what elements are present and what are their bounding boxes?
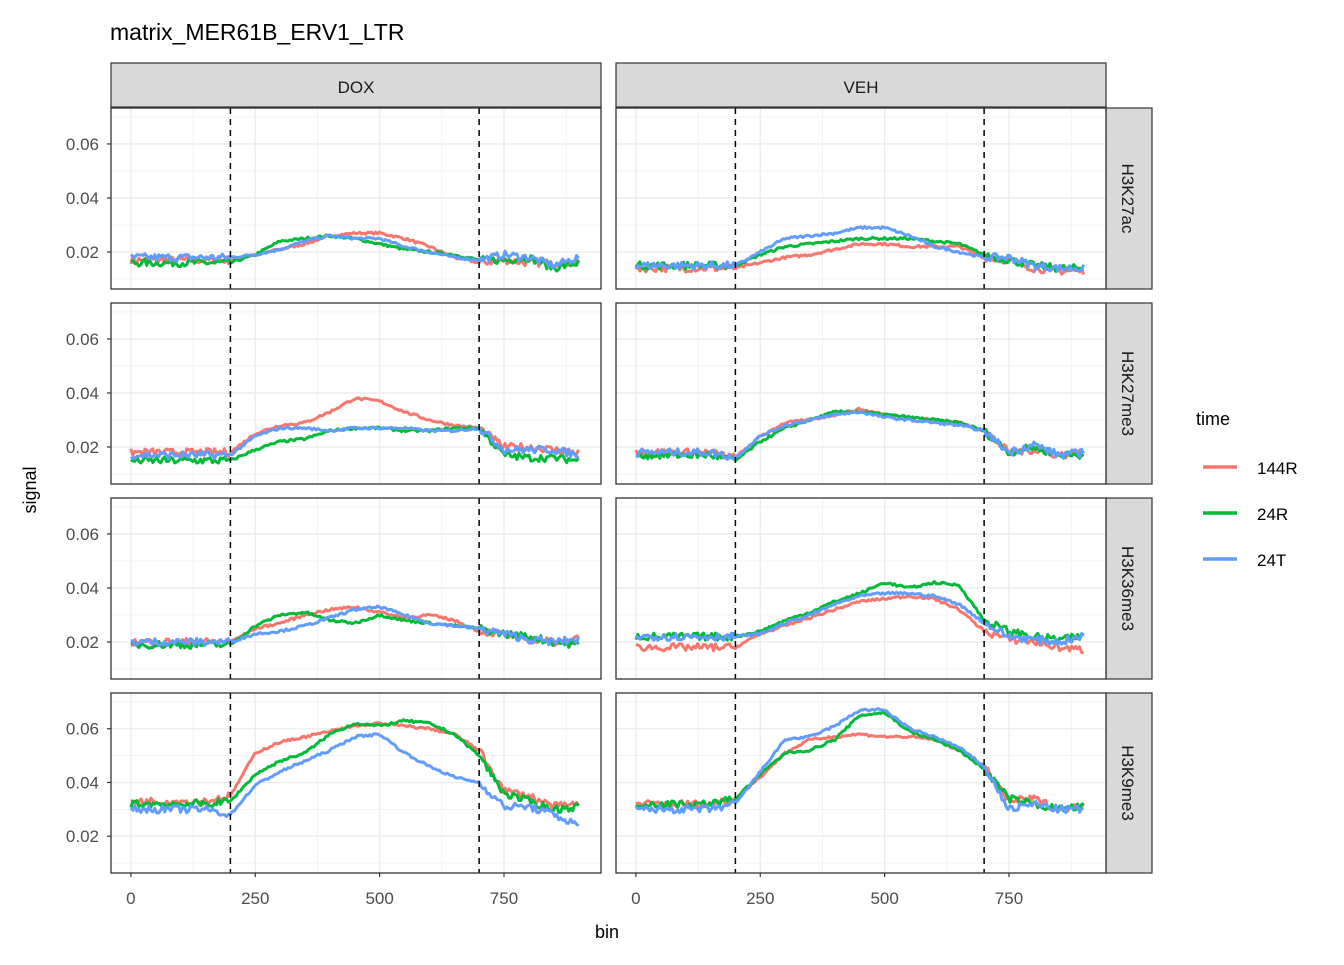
series-line-24R (634, 710, 1085, 814)
y-tick-label: 0.02 (66, 827, 99, 846)
panel-veh-h3k36me3 (615, 497, 1107, 680)
x-axis-title: bin (595, 922, 619, 942)
y-tick-label: 0.04 (66, 384, 99, 403)
panel-dox-h3k36me3: 0.02 0.04 0.06 (66, 497, 602, 680)
x-tick-label: 0 (126, 889, 135, 908)
panel-dox-h3k9me3: 0.02 0.04 0.06 0 250 500 750 (66, 692, 602, 908)
panel-border (615, 497, 1107, 680)
facet-strip-h3k27ac (1105, 107, 1153, 290)
x-tick-label: 250 (241, 889, 269, 908)
series-line-24T (635, 410, 1085, 461)
panel-veh-h3k27me3 (615, 302, 1107, 485)
y-tick-label: 0.02 (66, 438, 99, 457)
facet-strip-label: H3K27ac (1118, 164, 1137, 234)
panel-veh-h3k27ac (615, 107, 1107, 290)
legend: time 144R 24R 24T (1196, 409, 1298, 570)
panel-border (615, 107, 1107, 290)
y-tick-label: 0.06 (66, 330, 99, 349)
legend-label: 24R (1257, 505, 1288, 524)
chart-title: matrix_MER61B_ERV1_LTR (110, 19, 404, 45)
y-tick-label: 0.04 (66, 579, 99, 598)
series-line-24T (635, 590, 1085, 646)
y-tick-label: 0.04 (66, 773, 99, 792)
legend-label: 144R (1257, 459, 1298, 478)
panel-border (615, 302, 1107, 485)
facet-strip-veh (615, 62, 1107, 108)
x-tick-label: 750 (490, 889, 518, 908)
y-tick-label: 0.06 (66, 135, 99, 154)
x-tick-label: 500 (365, 889, 393, 908)
facet-strip-h3k36me3 (1105, 497, 1153, 680)
facet-strip-h3k27me3 (1105, 302, 1153, 485)
legend-label: 24T (1257, 551, 1286, 570)
legend-title: time (1196, 409, 1230, 429)
x-tick-label: 750 (995, 889, 1023, 908)
y-axis-title: signal (20, 466, 40, 513)
facet-strip-label: H3K27me3 (1118, 351, 1137, 436)
x-tick-label: 500 (870, 889, 898, 908)
panel-veh-h3k9me3: 0 250 500 750 (615, 692, 1107, 908)
panel-border (615, 692, 1107, 874)
panels: DOX VEH H3K27ac H3K27me3 H3K36me3 H3K9me3 0.02… (66, 62, 1153, 908)
y-tick-label: 0.04 (66, 189, 99, 208)
y-tick-label: 0.06 (66, 525, 99, 544)
x-tick-label: 250 (746, 889, 774, 908)
facet-strip-label: VEH (844, 78, 879, 97)
series-line-24T (130, 604, 581, 648)
series-line-24T (634, 225, 1085, 273)
facet-strip-label: H3K36me3 (1118, 546, 1137, 631)
series-line-144R (635, 594, 1084, 655)
series-line-24T (130, 233, 580, 270)
panel-dox-h3k27ac: 0.02 0.04 0.06 (66, 107, 602, 290)
series-line-24R (129, 718, 580, 814)
series-line-24T (130, 425, 580, 461)
y-tick-label: 0.02 (66, 633, 99, 652)
series-line-24T (634, 707, 1085, 815)
panel-dox-h3k27me3: 0.02 0.04 0.06 (66, 302, 602, 485)
facet-strip-label: H3K9me3 (1118, 745, 1137, 821)
facet-strip-dox (110, 62, 602, 108)
x-tick-label: 0 (631, 889, 640, 908)
y-tick-label: 0.02 (66, 243, 99, 262)
y-tick-label: 0.06 (66, 720, 99, 739)
series-line-24T (129, 732, 580, 827)
facet-strip-label: DOX (338, 78, 375, 97)
